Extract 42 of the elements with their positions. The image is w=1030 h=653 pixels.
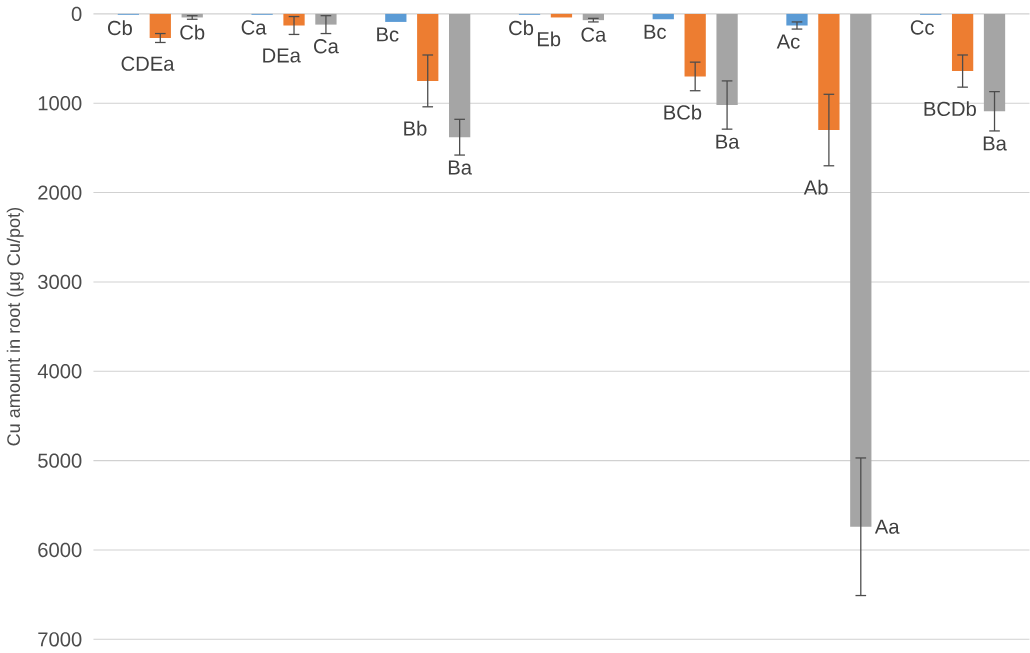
data-label: BCb bbox=[664, 104, 702, 120]
bar bbox=[818, 13, 840, 130]
data-label: Ba bbox=[983, 136, 1007, 151]
data-label: Ac bbox=[776, 34, 800, 49]
y-tick-label: 6000 bbox=[38, 542, 82, 558]
bar bbox=[417, 13, 439, 81]
bar bbox=[652, 13, 674, 20]
y-axis-title: Cu amount in root (µg Cu/pot) bbox=[6, 207, 24, 446]
y-tick-label: 0 bbox=[71, 6, 82, 21]
data-label: Ab bbox=[803, 179, 828, 195]
data-label: Bc bbox=[377, 27, 399, 42]
bar bbox=[951, 13, 974, 71]
data-label: Eb bbox=[537, 31, 561, 47]
y-tick-label: 5000 bbox=[38, 453, 82, 468]
data-label: Cb bbox=[509, 20, 534, 36]
data-label: Bc bbox=[644, 24, 667, 39]
y-tick-label: 2000 bbox=[38, 185, 82, 200]
bar bbox=[582, 13, 604, 21]
bar bbox=[716, 13, 738, 105]
y-tick-label: 3000 bbox=[38, 274, 82, 289]
data-label: Ca bbox=[314, 38, 339, 54]
data-label: Cb bbox=[107, 20, 132, 36]
bar bbox=[385, 13, 407, 22]
data-label: Cc bbox=[910, 20, 934, 35]
y-tick-label: 7000 bbox=[38, 632, 82, 647]
data-label: Bb bbox=[404, 120, 427, 136]
data-label: Ba bbox=[448, 160, 473, 175]
data-label: Ba bbox=[716, 134, 740, 149]
data-label: BCDb bbox=[924, 101, 976, 116]
y-tick-label: 4000 bbox=[37, 364, 82, 379]
bar bbox=[983, 13, 1006, 112]
bar bbox=[850, 13, 872, 527]
bar bbox=[684, 13, 706, 77]
data-label: Ca bbox=[241, 20, 267, 35]
data-label: DEa bbox=[263, 48, 301, 63]
data-label: CDEa bbox=[121, 56, 175, 71]
bar bbox=[449, 13, 471, 138]
y-tick-label: 1000 bbox=[38, 95, 82, 111]
data-label: Aa bbox=[874, 519, 900, 534]
data-label: Ca bbox=[581, 27, 607, 42]
data-label: Cb bbox=[180, 24, 205, 40]
bar bbox=[149, 13, 171, 38]
